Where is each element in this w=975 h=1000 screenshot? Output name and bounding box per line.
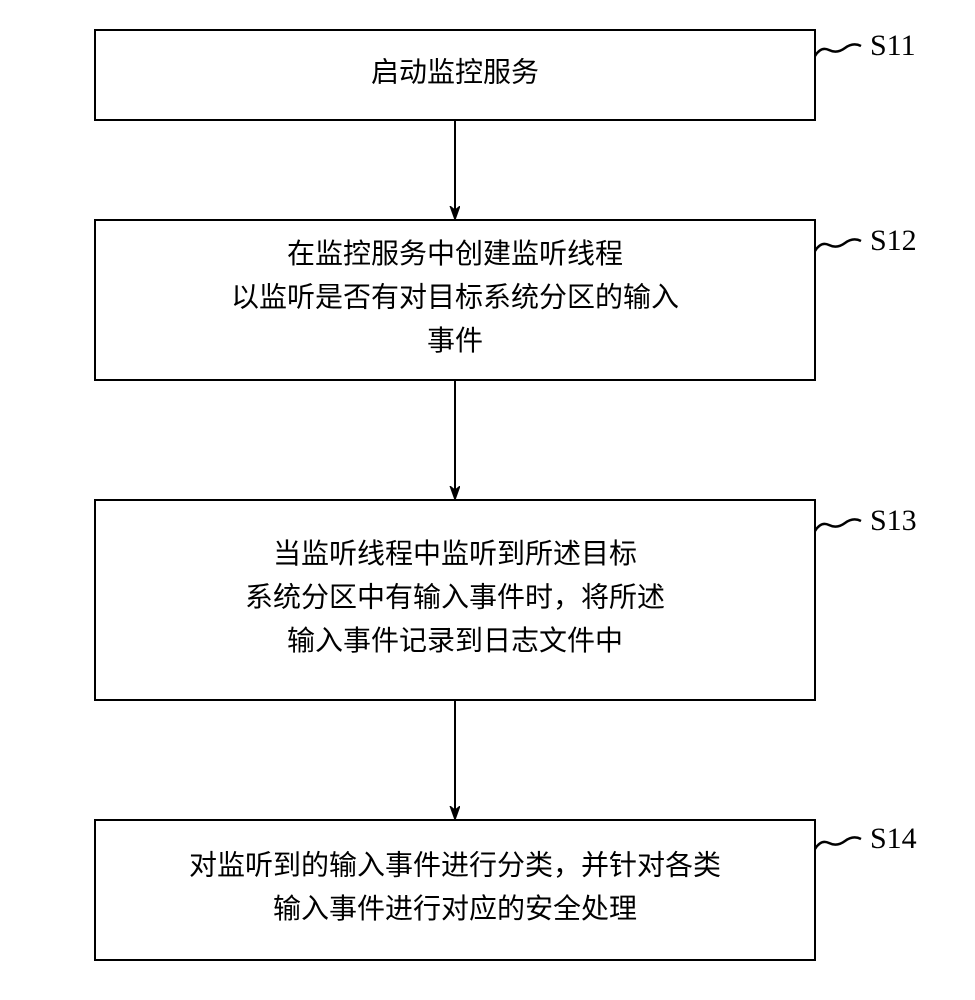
flowchart-box-text: 输入事件进行对应的安全处理 [273,893,637,925]
flowchart-diagram: 启动监控服务 S11 在监控服务中创建监听线程以监听是否有对目标系统分区的输入事件 S… [0,0,975,1000]
flowchart-box-text: 当监听线程中监听到所述目标 [273,538,637,570]
flowchart-box-text: 系统分区中有输入事件时，将所述 [245,581,665,613]
flowchart-box-text: 启动监控服务 [371,56,539,88]
flowchart-box [95,820,815,960]
flowchart-box-text: 对监听到的输入事件进行分类，并针对各类 [189,850,721,882]
step-label: S13 [870,504,917,537]
flowchart-box-text: 输入事件记录到日志文件中 [287,625,623,657]
step-connector-squiggle [815,837,861,849]
step-connector-squiggle [815,239,861,251]
flowchart-box-text: 在监控服务中创建监听线程 [287,238,623,270]
flowchart-box-text: 事件 [427,325,483,357]
step-label: S12 [870,224,917,257]
step-label: S11 [870,29,916,62]
flowchart-box-text: 以监听是否有对目标系统分区的输入 [231,281,679,313]
step-label: S14 [870,822,917,855]
step-connector-squiggle [815,44,861,56]
step-connector-squiggle [815,519,861,531]
